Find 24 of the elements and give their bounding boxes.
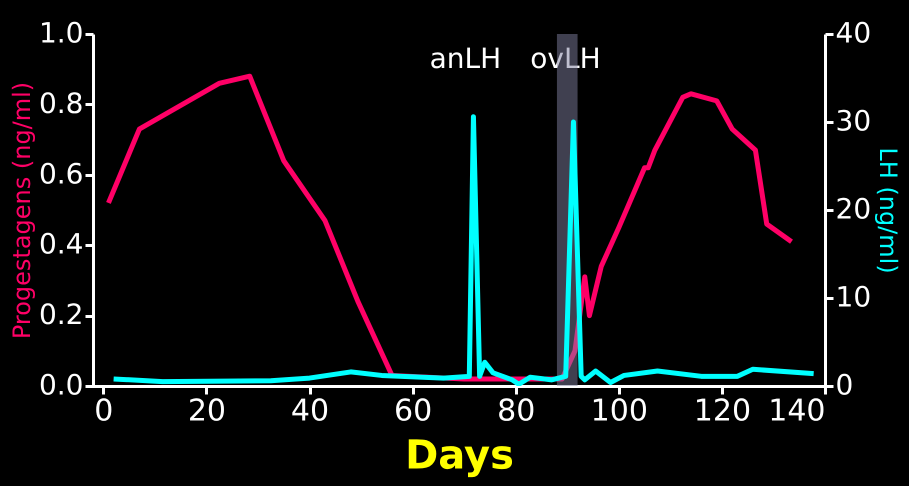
x-tick-label: 0 xyxy=(94,394,114,428)
x-tick-label: 80 xyxy=(497,394,536,428)
y2-tick-label: 0 xyxy=(836,368,854,402)
y-tick-label: 0.2 xyxy=(38,298,84,332)
y-axis-title: Progestagens (ng/ml) xyxy=(8,82,36,340)
x-tick-label: 140 xyxy=(768,394,826,428)
x-tick-label: 40 xyxy=(290,394,330,428)
y2-tick-label: 40 xyxy=(836,16,872,50)
x-tick-label: 60 xyxy=(394,394,432,428)
y2-tick-label: 20 xyxy=(836,192,872,226)
x-tick-label: 20 xyxy=(188,394,226,428)
y2-tick-label: 10 xyxy=(836,280,872,314)
x-axis-title: Days xyxy=(405,432,514,478)
y-tick-label: 0.6 xyxy=(38,157,84,190)
y2-axis-title: LH (ng/ml) xyxy=(874,147,902,274)
y-tick-label: 0.8 xyxy=(38,86,84,120)
x-tick-label: 120 xyxy=(694,394,752,428)
annotation: ovLH xyxy=(530,42,601,75)
y2-tick-label: 30 xyxy=(836,104,872,138)
annotation: anLH xyxy=(430,42,502,75)
x-tick-label: 100 xyxy=(590,394,648,428)
y-tick-label: 1.0 xyxy=(38,16,84,50)
y-tick-label: 0.4 xyxy=(38,228,84,261)
y-tick-label: 0.0 xyxy=(38,368,84,402)
